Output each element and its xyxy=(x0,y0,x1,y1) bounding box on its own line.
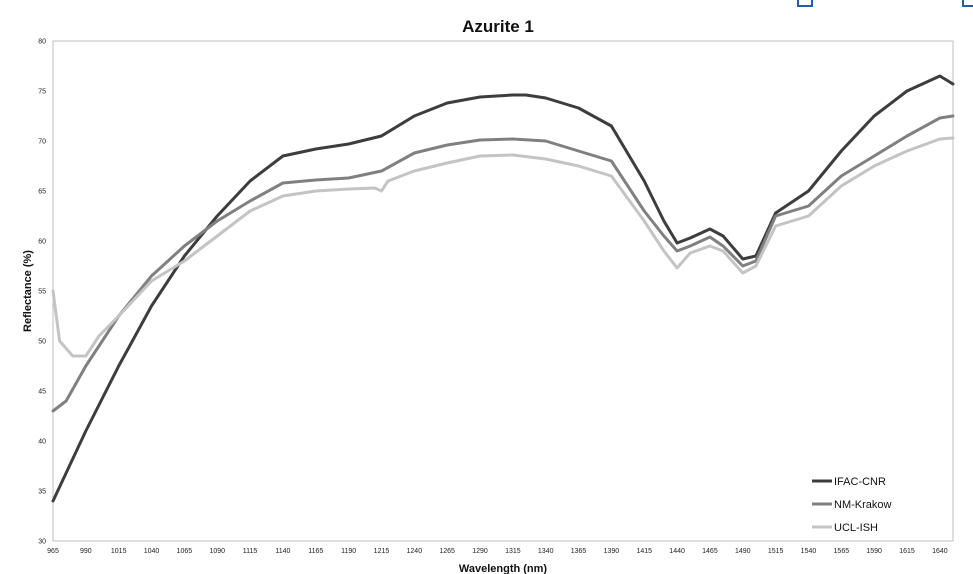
series-lines xyxy=(53,76,953,501)
legend-label: UCL-ISH xyxy=(834,522,878,534)
y-tick-label: 80 xyxy=(38,39,46,46)
y-tick-label: 40 xyxy=(38,439,46,446)
x-tick-label: 965 xyxy=(47,548,59,555)
x-tick-label: 1640 xyxy=(932,548,948,555)
x-tick-label: 1390 xyxy=(604,548,620,555)
x-tick-label: 1165 xyxy=(308,548,323,555)
y-tick-label: 45 xyxy=(38,389,46,396)
y-tick-label: 60 xyxy=(38,239,46,246)
x-tick-label: 1515 xyxy=(768,548,784,555)
x-tick-label: 1015 xyxy=(111,548,127,555)
x-tick-label: 1215 xyxy=(374,548,390,555)
legend-label: NM-Krakow xyxy=(834,499,892,511)
x-tick-label: 990 xyxy=(80,548,92,555)
x-tick-label: 1140 xyxy=(275,548,290,555)
legend: IFAC-CNR NM-Krakow UCL-ISH xyxy=(812,476,892,534)
x-tick-label: 1290 xyxy=(472,548,488,555)
y-axis-label: Reflectance (%) xyxy=(22,250,34,332)
series-line-ucl-ish xyxy=(53,138,953,356)
x-axis-label: Wavelength (nm) xyxy=(459,563,548,574)
y-tick-label: 30 xyxy=(38,539,46,546)
y-tick-label: 35 xyxy=(38,489,46,496)
y-tick-label: 75 xyxy=(38,89,46,96)
y-tick-label: 55 xyxy=(38,289,46,296)
x-tick-label: 1615 xyxy=(899,548,915,555)
x-tick-label: 1590 xyxy=(866,548,882,555)
x-tick-label: 1465 xyxy=(702,548,718,555)
x-tick-label: 1090 xyxy=(209,548,225,555)
x-tick-label: 1490 xyxy=(735,548,751,555)
chart-title: Azurite 1 xyxy=(462,17,534,36)
plot-border xyxy=(53,41,953,541)
x-tick-label: 1540 xyxy=(801,548,817,555)
x-tick-label: 1315 xyxy=(505,548,521,555)
legend-label: IFAC-CNR xyxy=(834,476,886,488)
x-tick-label: 1115 xyxy=(243,548,258,555)
x-tick-label: 1265 xyxy=(439,548,455,555)
y-tick-label: 70 xyxy=(38,139,46,146)
y-axis-ticks: 30 35 40 45 50 55 60 65 70 75 80 xyxy=(38,39,46,546)
x-tick-label: 1365 xyxy=(571,548,587,555)
x-tick-label: 1565 xyxy=(834,548,850,555)
x-tick-label: 1440 xyxy=(669,548,685,555)
x-tick-label: 1240 xyxy=(407,548,423,555)
x-tick-label: 1040 xyxy=(144,548,160,555)
x-tick-label: 1190 xyxy=(341,548,356,555)
series-line-nm-krakow xyxy=(53,116,953,411)
y-tick-label: 65 xyxy=(38,189,46,196)
y-tick-label: 50 xyxy=(38,339,46,346)
x-axis-ticks: 965 990 1015 1040 1065 1090 1115 1140 1165 1190 12… xyxy=(47,548,948,555)
x-tick-label: 1340 xyxy=(538,548,554,555)
x-tick-label: 1065 xyxy=(177,548,193,555)
x-tick-label: 1415 xyxy=(636,548,652,555)
